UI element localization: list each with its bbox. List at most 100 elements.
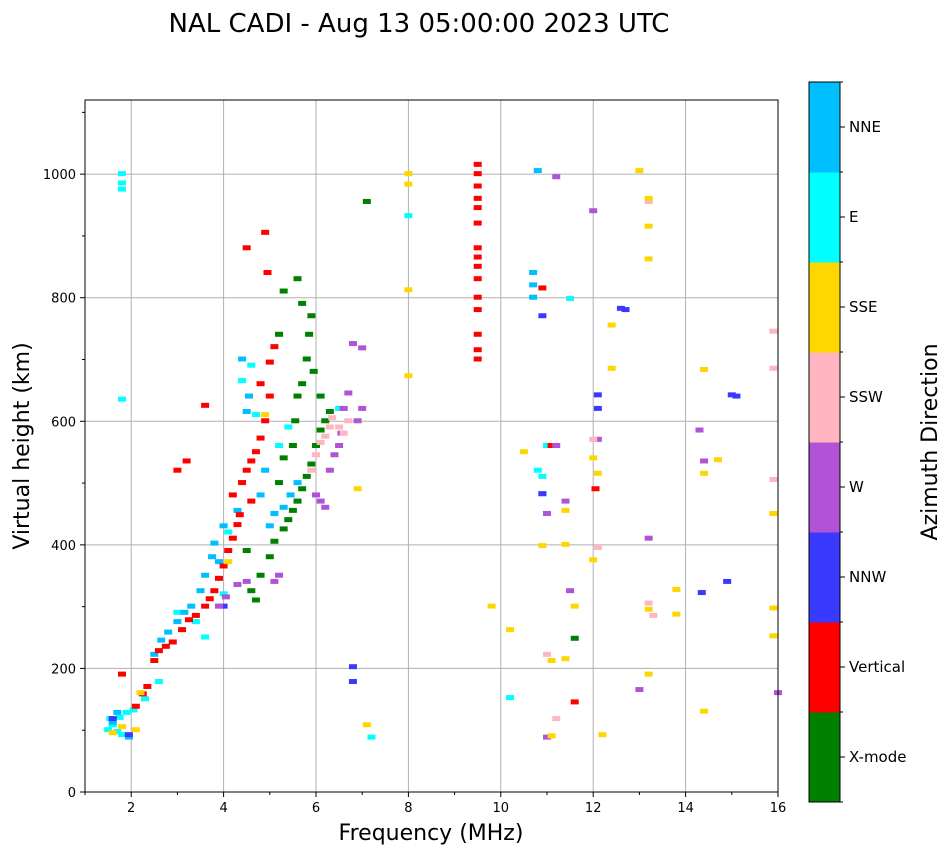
data-point <box>362 198 371 204</box>
data-point <box>242 467 251 473</box>
data-point <box>214 603 223 609</box>
data-point <box>117 396 126 402</box>
data-point <box>245 393 254 399</box>
data-point <box>330 452 339 458</box>
data-point <box>284 517 293 523</box>
data-point <box>219 603 228 609</box>
data-point <box>589 455 598 461</box>
data-point <box>769 328 778 334</box>
data-point <box>404 213 413 219</box>
data-point <box>224 559 233 565</box>
x-tick-label: 8 <box>404 801 412 816</box>
data-point <box>547 443 556 448</box>
data-point <box>538 313 547 319</box>
series-w <box>214 174 782 740</box>
data-point <box>191 612 200 618</box>
data-point <box>473 254 482 260</box>
y-axis-label: Virtual height (km) <box>10 342 35 549</box>
data-point <box>506 695 515 701</box>
data-point <box>644 223 653 229</box>
data-point <box>589 557 598 563</box>
data-point <box>533 168 542 174</box>
series-vertical <box>117 161 600 709</box>
data-point <box>307 313 316 319</box>
data-point <box>235 512 244 518</box>
data-point <box>270 578 279 584</box>
data-point <box>124 732 133 738</box>
colorbar-label: Azimuth Direction <box>918 343 943 540</box>
data-point <box>473 195 482 201</box>
data-point <box>328 415 337 421</box>
data-point <box>607 365 616 371</box>
data-point <box>727 392 736 398</box>
data-point <box>224 548 233 554</box>
data-point <box>316 439 325 445</box>
data-point <box>173 467 182 473</box>
data-point <box>723 578 732 584</box>
data-point <box>543 443 551 448</box>
x-tick-label: 6 <box>312 801 320 816</box>
chart-title: NAL CADI - Aug 13 05:00:00 2023 UTC <box>169 9 670 39</box>
data-point <box>538 543 547 549</box>
data-point <box>700 708 709 714</box>
data-point <box>552 174 561 180</box>
data-point <box>635 687 644 693</box>
data-point <box>316 498 325 504</box>
data-point <box>279 455 288 461</box>
data-point <box>570 603 579 609</box>
data-point <box>529 294 538 300</box>
data-point <box>298 486 307 492</box>
data-point <box>265 393 274 399</box>
data-point <box>591 486 600 492</box>
data-point <box>270 538 279 544</box>
data-point <box>362 722 371 728</box>
colorbar-tick-label: X-mode <box>849 748 906 766</box>
data-point <box>298 300 307 306</box>
data-point <box>644 535 653 541</box>
x-tick-label: 2 <box>127 801 135 816</box>
data-point <box>593 405 602 411</box>
data-point <box>473 220 482 226</box>
data-point <box>473 161 482 167</box>
data-point <box>108 730 117 736</box>
data-point <box>700 458 709 464</box>
data-point <box>561 507 570 513</box>
data-point <box>713 457 722 463</box>
data-point <box>570 635 579 641</box>
data-point <box>115 714 124 720</box>
data-point <box>404 287 413 293</box>
data-point <box>344 418 353 424</box>
data-point <box>552 443 561 448</box>
data-point <box>644 671 653 677</box>
data-point <box>117 671 126 677</box>
data-point <box>593 436 602 442</box>
data-point <box>325 409 334 415</box>
data-point <box>131 727 140 733</box>
data-point <box>644 198 653 204</box>
data-point <box>191 619 200 625</box>
data-point <box>697 590 706 596</box>
x-axis-ticks: 2 4 6 8 10 12 14 16 <box>84 792 786 816</box>
data-point <box>265 523 274 529</box>
data-point <box>473 307 482 313</box>
data-point <box>270 510 279 516</box>
data-point <box>242 245 251 251</box>
data-point <box>552 716 561 722</box>
data-point <box>261 418 270 424</box>
data-point <box>247 588 256 594</box>
data-point <box>117 186 126 192</box>
data-point <box>108 719 117 725</box>
data-point <box>122 709 131 715</box>
grid-lines <box>85 100 778 792</box>
data-point <box>261 229 270 235</box>
data-point <box>251 412 260 418</box>
y-tick-label: 800 <box>51 292 76 307</box>
data-point <box>279 526 288 532</box>
data-point <box>233 507 242 513</box>
plot-background <box>85 100 778 792</box>
data-point <box>621 307 630 313</box>
data-point <box>593 470 602 476</box>
data-point <box>635 168 644 174</box>
data-point <box>201 603 210 609</box>
